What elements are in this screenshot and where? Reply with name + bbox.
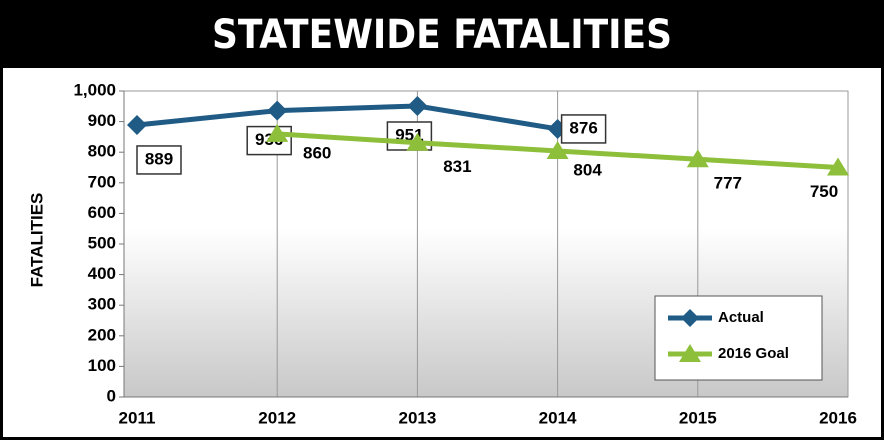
value-label: 889 [145,149,173,168]
title-bar [0,0,884,68]
y-tick-label: 400 [88,264,116,283]
x-tick-label: 2014 [539,408,577,427]
y-tick-label: 900 [88,111,116,130]
marker [686,149,709,168]
value-label: 831 [443,157,471,176]
legend-marker [679,344,701,362]
legend-box [654,295,823,381]
x-tick-label: 2012 [258,408,296,427]
y-axis-label: FATALITIES [27,193,46,288]
marker [827,157,849,176]
series-line [136,103,559,132]
value-label: 876 [569,118,597,137]
legend-label: 2016 Goal [718,345,789,362]
legend-marker [681,309,699,327]
marker [266,123,289,142]
value-label-box [560,114,607,144]
marker [546,140,569,159]
y-tick-label: 100 [88,356,116,375]
y-tick-label: 200 [88,325,116,344]
y-tick-label: 800 [88,142,116,161]
y-tick-label: 0 [107,386,116,405]
chart-title: STATEWIDE FATALITIES [212,12,672,58]
value-label: 777 [714,174,742,193]
y-tick-label: 300 [88,295,116,314]
value-label: 750 [810,182,838,201]
marker [406,132,429,151]
legend: Actual 2016 Goal [654,295,823,381]
marker [407,95,428,116]
x-tick-label: 2011 [119,408,156,427]
x-tick-label: 2013 [398,408,436,427]
x-tick-label: 2015 [679,408,717,427]
y-tick-label: 1,000 [73,80,116,99]
value-label: 860 [303,143,331,162]
marker [267,100,288,121]
legend-label: Actual [718,309,764,326]
value-label: 804 [573,160,602,179]
marker [127,114,147,135]
y-tick-label: 500 [88,233,116,252]
value-label-box [136,145,182,175]
y-tick-label: 600 [88,203,116,222]
y-tick-label: 700 [88,172,116,191]
x-tick-label: 2016 [819,408,857,427]
